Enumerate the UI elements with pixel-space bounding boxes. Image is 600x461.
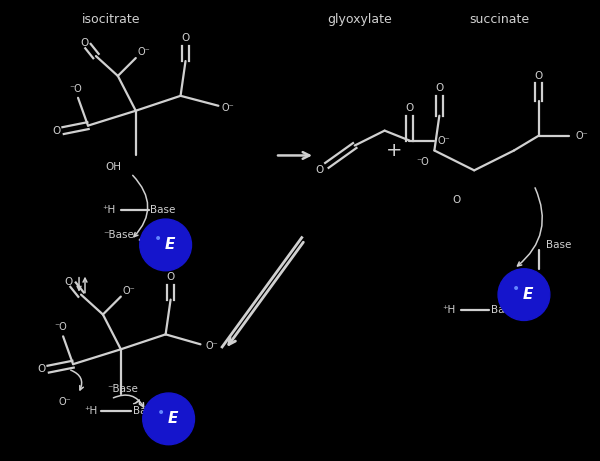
Text: Base: Base	[491, 305, 517, 314]
Text: ⁺H: ⁺H	[85, 406, 98, 416]
Text: O⁻: O⁻	[222, 103, 235, 113]
Text: •: •	[154, 232, 162, 246]
Text: glyoxylate: glyoxylate	[328, 13, 392, 26]
Text: E: E	[523, 287, 533, 302]
Text: Base: Base	[133, 406, 158, 416]
Text: ⁻O: ⁻O	[55, 322, 67, 332]
Text: •: •	[512, 282, 520, 296]
Text: O: O	[452, 195, 460, 205]
Text: OH: OH	[106, 162, 122, 172]
Text: E: E	[164, 237, 175, 253]
Text: O: O	[64, 277, 72, 287]
Text: ⁺H: ⁺H	[102, 205, 116, 215]
Text: O⁻: O⁻	[575, 130, 588, 141]
Text: O: O	[80, 38, 88, 48]
Text: O⁻: O⁻	[59, 397, 71, 407]
Text: O⁻: O⁻	[438, 136, 451, 146]
Text: +: +	[386, 141, 403, 160]
Text: O: O	[406, 103, 413, 113]
Text: O: O	[316, 165, 324, 175]
Text: isocitrate: isocitrate	[82, 13, 140, 26]
Text: ⁻Base: ⁻Base	[103, 230, 134, 240]
Text: O⁻: O⁻	[205, 341, 218, 351]
Circle shape	[143, 393, 194, 445]
Text: E: E	[167, 411, 178, 426]
Text: O: O	[37, 364, 46, 374]
Text: ⁻Base: ⁻Base	[107, 384, 138, 394]
Circle shape	[140, 219, 191, 271]
Text: Base: Base	[546, 240, 571, 250]
Text: O⁻: O⁻	[122, 286, 135, 296]
Text: O⁻: O⁻	[137, 47, 150, 57]
Text: succinate: succinate	[469, 13, 529, 26]
Text: ⁻O: ⁻O	[70, 84, 82, 94]
Text: O: O	[181, 33, 190, 43]
Text: O: O	[52, 125, 60, 136]
Text: ⁻O: ⁻O	[416, 157, 429, 167]
Text: O: O	[535, 71, 543, 81]
Text: O: O	[166, 272, 175, 282]
Text: •: •	[157, 406, 165, 420]
Text: O: O	[435, 83, 443, 93]
Text: Base: Base	[150, 205, 175, 215]
Text: ⁺H: ⁺H	[443, 305, 456, 314]
Circle shape	[498, 269, 550, 320]
